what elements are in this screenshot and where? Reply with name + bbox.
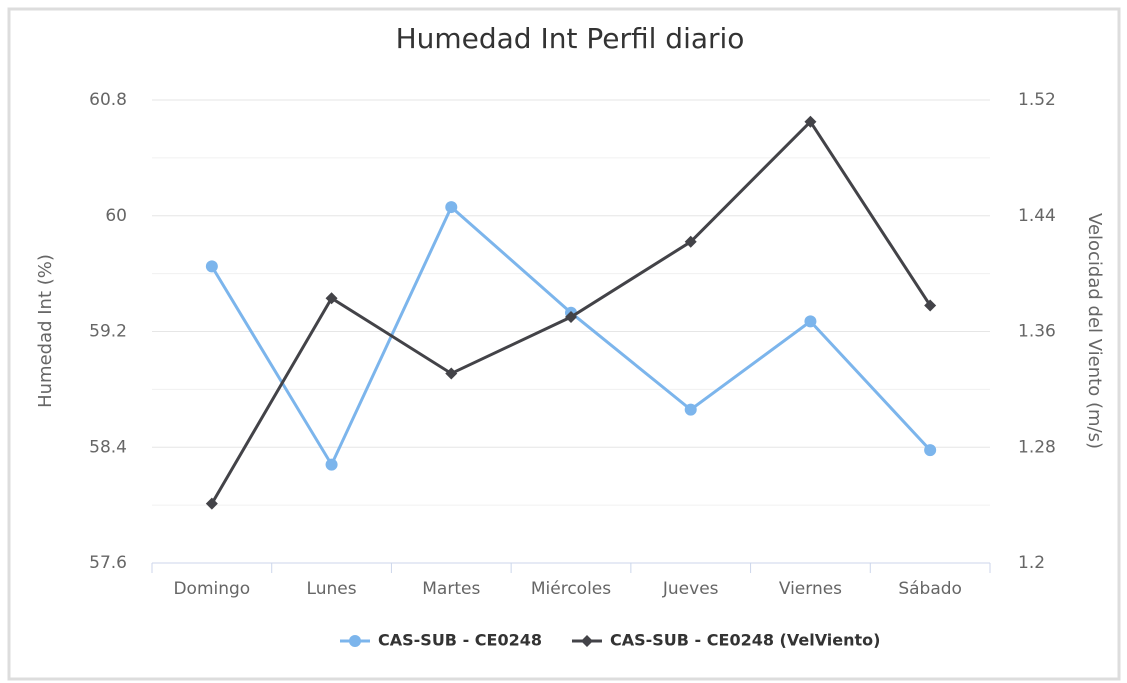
point — [445, 367, 458, 380]
point — [325, 458, 338, 471]
point — [684, 403, 697, 416]
point — [349, 635, 361, 647]
frame — [7, 7, 1121, 681]
y2-tick-label: 1.2 — [1018, 553, 1045, 573]
x-tick-label: Viernes — [779, 579, 842, 599]
y-tick-label: 58.4 — [89, 437, 127, 457]
point — [804, 315, 817, 328]
point — [205, 260, 218, 273]
x-tick-label: Miércoles — [531, 579, 611, 599]
point — [804, 115, 817, 128]
x-tick-label: Jueves — [662, 579, 719, 599]
point — [445, 201, 458, 214]
point — [325, 292, 338, 305]
y-tick-label: 60 — [105, 206, 127, 226]
point — [580, 635, 593, 647]
legend-label: CAS-SUB - CE0248 — [378, 631, 542, 650]
series-line — [210, 204, 932, 468]
y-tick-label: 60.8 — [89, 90, 127, 110]
y2-tick-label: 1.28 — [1018, 437, 1056, 457]
point — [924, 444, 937, 457]
x-tick-label: Sábado — [898, 579, 962, 599]
point — [565, 311, 577, 324]
y-axis-label: Humedad Int (%) — [35, 254, 56, 408]
point — [924, 299, 937, 312]
y2-tick-label: 1.36 — [1018, 322, 1056, 342]
legend-label: CAS-SUB - CE0248 (VelViento) — [610, 631, 881, 650]
y2-tick-label: 1.44 — [1018, 206, 1056, 226]
y2-axis-label: Velocidad del Viento (m/s) — [1084, 213, 1105, 449]
chart-title: Humedad Int Perfil diario — [396, 22, 745, 55]
y-tick-label: 59.2 — [89, 322, 127, 342]
x-tick-label: Martes — [422, 579, 480, 599]
y2-tick-label: 1.52 — [1018, 90, 1056, 110]
y-tick-label: 57.6 — [89, 553, 127, 573]
point — [684, 235, 697, 248]
x-tick-label: Domingo — [173, 579, 250, 599]
x-tick-label: Lunes — [307, 579, 357, 599]
point — [205, 497, 218, 510]
